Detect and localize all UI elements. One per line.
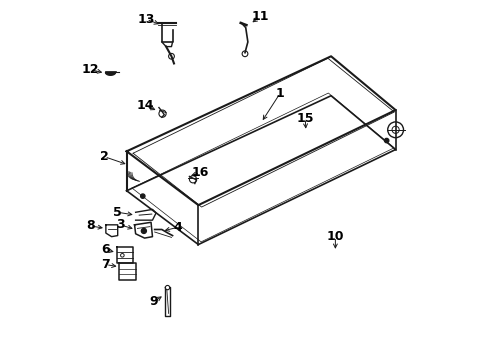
Text: 13: 13 (138, 13, 155, 26)
Text: 14: 14 (137, 99, 154, 112)
Circle shape (141, 194, 145, 198)
Text: 11: 11 (251, 10, 269, 23)
Text: 2: 2 (100, 150, 109, 163)
Circle shape (141, 228, 147, 233)
Text: 4: 4 (173, 221, 182, 234)
Text: 8: 8 (86, 219, 95, 233)
Circle shape (385, 138, 389, 143)
Text: 9: 9 (149, 296, 158, 309)
Text: 6: 6 (101, 243, 110, 256)
Text: 16: 16 (192, 166, 209, 179)
Circle shape (166, 285, 170, 290)
Polygon shape (105, 72, 116, 75)
Text: 12: 12 (81, 63, 99, 76)
Text: 5: 5 (113, 206, 122, 219)
Text: 1: 1 (276, 87, 285, 100)
Text: 15: 15 (296, 112, 314, 125)
Text: 10: 10 (327, 230, 344, 243)
Text: 7: 7 (101, 258, 110, 271)
Text: 3: 3 (116, 218, 124, 231)
